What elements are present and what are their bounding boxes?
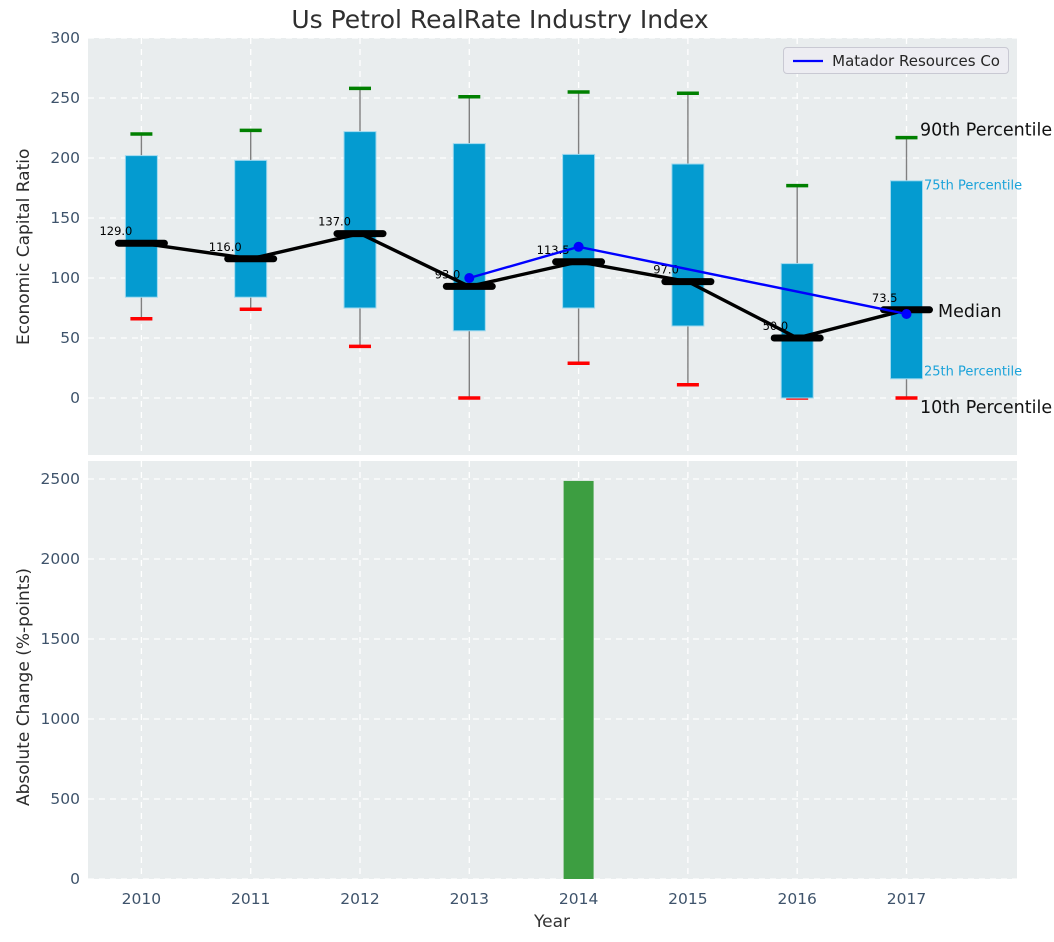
median-value-label-2012: 137.0 xyxy=(318,215,351,229)
annotation-p75: 75th Percentile xyxy=(924,178,1022,193)
legend: Matador Resources Co xyxy=(783,47,1009,74)
top-ytick-label: 250 xyxy=(50,89,80,107)
xtick-label: 2013 xyxy=(450,890,489,908)
annotation-p10: 10th Percentile xyxy=(920,398,1052,418)
iqr-box-2013 xyxy=(453,144,485,331)
plot-canvas: 0501001502002503000500100015002000250020… xyxy=(0,0,1054,942)
annotation-median: Median xyxy=(938,302,1002,322)
matador-marker xyxy=(902,309,912,319)
bottom-ytick-label: 500 xyxy=(50,790,80,808)
xtick-label: 2012 xyxy=(340,890,379,908)
annotation-p90: 90th Percentile xyxy=(920,121,1052,141)
top-ytick-label: 100 xyxy=(50,269,80,287)
legend-label: Matador Resources Co xyxy=(832,52,1000,70)
median-value-label-2013: 93.0 xyxy=(435,267,461,281)
xtick-label: 2011 xyxy=(231,890,270,908)
figure: 0501001502002503000500100015002000250020… xyxy=(0,0,1054,942)
bottom-y-axis-label: Absolute Change (%-points) xyxy=(14,568,34,806)
chart-title: Us Petrol RealRate Industry Index xyxy=(0,5,1000,34)
x-axis-label: Year xyxy=(534,912,570,932)
median-value-label-2010: 129.0 xyxy=(99,224,132,238)
top-ytick-label: 200 xyxy=(50,149,80,167)
change-bar-2014 xyxy=(564,481,594,879)
top-ytick-label: 150 xyxy=(50,209,80,227)
xtick-label: 2015 xyxy=(668,890,707,908)
top-y-axis-label: Economic Capital Ratio xyxy=(14,149,34,345)
bottom-ytick-label: 2500 xyxy=(41,470,80,488)
iqr-box-2011 xyxy=(235,160,267,297)
xtick-label: 2016 xyxy=(777,890,816,908)
median-value-label-2017: 73.5 xyxy=(872,291,898,305)
iqr-box-2015 xyxy=(672,164,704,326)
matador-marker xyxy=(464,273,474,283)
xtick-label: 2017 xyxy=(887,890,926,908)
bottom-ytick-label: 1000 xyxy=(41,710,80,728)
matador-marker xyxy=(574,242,584,252)
iqr-box-2014 xyxy=(563,154,595,308)
top-ytick-label: 50 xyxy=(60,329,80,347)
bottom-ytick-label: 2000 xyxy=(41,550,80,568)
bottom-ytick-label: 0 xyxy=(70,870,80,888)
xtick-label: 2010 xyxy=(122,890,161,908)
iqr-box-2017 xyxy=(891,181,923,379)
bottom-ytick-label: 1500 xyxy=(41,630,80,648)
legend-line-swatch xyxy=(792,58,823,64)
median-value-label-2011: 116.0 xyxy=(209,240,242,254)
top-ytick-label: 0 xyxy=(70,389,80,407)
annotation-p25: 25th Percentile xyxy=(924,364,1022,379)
median-value-label-2016: 50.0 xyxy=(763,319,789,333)
xtick-label: 2014 xyxy=(559,890,598,908)
bottom-axes-background xyxy=(88,461,1017,879)
